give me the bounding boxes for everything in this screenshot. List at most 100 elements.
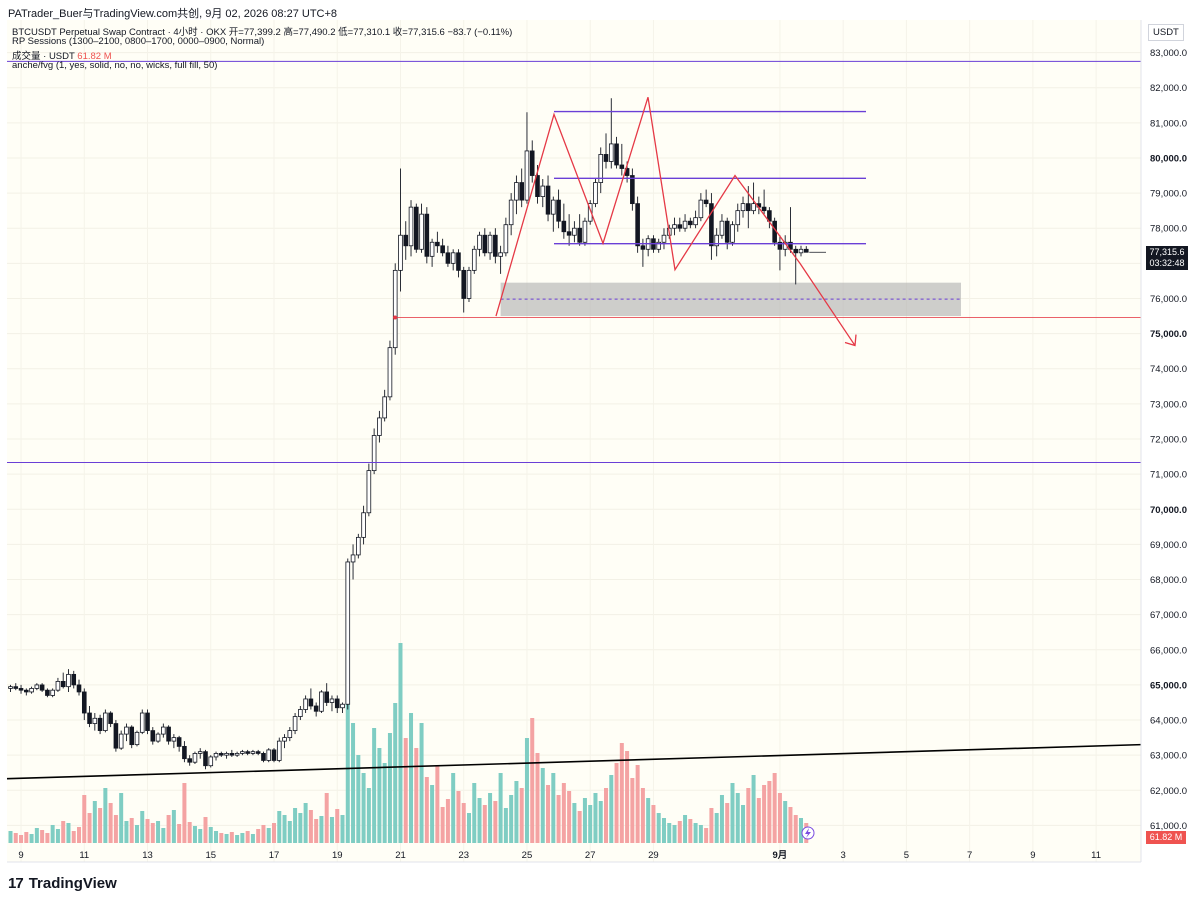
volume-bar	[604, 788, 609, 843]
candle-body	[798, 248, 804, 254]
candle-body	[587, 203, 593, 222]
candle-body	[714, 234, 719, 247]
header-bar: PATrader_Buer与TradingView.com共创, 9月 02, …	[0, 0, 1200, 20]
volume-bar	[171, 810, 176, 843]
candle-body	[366, 470, 372, 514]
candle	[134, 730, 140, 747]
volume-bar	[414, 748, 419, 843]
volume-bar	[456, 791, 461, 843]
time-tick-label: 5	[904, 850, 909, 861]
price-tick-label: 61,000.0	[1150, 821, 1187, 832]
candle	[108, 711, 113, 728]
fvg-zone	[500, 282, 961, 317]
candle-body	[413, 206, 419, 250]
candle-body	[540, 185, 546, 197]
candle-body	[777, 241, 783, 250]
candle-body	[429, 241, 435, 257]
volume-bar	[598, 801, 603, 843]
currency-label[interactable]: USDT	[1148, 24, 1184, 41]
candle	[50, 688, 55, 698]
candle	[87, 705, 92, 728]
volume-bar	[488, 793, 493, 843]
volume-bar	[588, 805, 593, 843]
volume-bar	[677, 821, 682, 843]
candle	[276, 737, 282, 763]
volume-bar	[219, 833, 224, 843]
time-tick-label: 11	[79, 850, 89, 861]
candle	[482, 228, 488, 257]
candle-body	[566, 231, 572, 236]
volume-bar	[646, 798, 651, 843]
header-title: PATrader_Buer与TradingView.com共创, 9月 02, …	[8, 8, 338, 20]
candle	[398, 168, 403, 292]
candle	[635, 196, 640, 253]
candle	[266, 748, 272, 763]
candle-body	[219, 753, 224, 756]
volume-bar	[161, 828, 166, 843]
volume-bar	[235, 835, 240, 843]
volume-bar	[98, 808, 103, 843]
candle	[261, 751, 266, 763]
candle-body	[97, 717, 103, 731]
candle	[740, 196, 746, 218]
legend-sessions[interactable]: RP Sessions (1300–2100, 0800–1700, 0000–…	[12, 36, 265, 47]
price-tick-label: 73,000.0	[1150, 399, 1187, 410]
volume-bar	[77, 827, 82, 843]
tradingview-logo[interactable]: 17 TradingView	[8, 875, 117, 892]
volume-bar	[640, 788, 645, 843]
volume-bar	[245, 831, 250, 843]
candle-body	[630, 175, 635, 205]
volume-bar	[34, 828, 39, 843]
volume-bar	[319, 816, 324, 843]
candle-body	[298, 709, 303, 717]
candle	[271, 748, 277, 763]
price-axis[interactable]: 61,000.0 62,000.0 63,000.0 64,000.0 65,000.0…	[1140, 20, 1200, 865]
time-tick-label: 29	[648, 850, 659, 861]
candle	[92, 713, 98, 731]
candle-body	[287, 730, 293, 739]
legend-symbol[interactable]: BTCUSDT Perpetual Swap Contract · 4小时 · …	[12, 27, 513, 38]
candle	[598, 147, 604, 194]
candle	[303, 695, 308, 714]
candle	[103, 709, 108, 733]
volume-bar	[451, 773, 456, 843]
candle	[719, 214, 725, 239]
candle-body	[340, 703, 345, 709]
volume-bar	[430, 785, 435, 843]
candle-body	[271, 749, 277, 761]
candle	[18, 684, 24, 694]
volume-bar	[145, 819, 150, 843]
candle	[150, 727, 156, 745]
volume-bar	[535, 753, 540, 843]
candle-body	[582, 220, 588, 243]
volume-bar	[8, 831, 13, 843]
candle-body	[751, 203, 756, 212]
candle-body	[245, 751, 250, 754]
candle	[582, 217, 588, 246]
volume-bar	[324, 793, 329, 843]
candle-body	[545, 185, 551, 215]
candle-body	[709, 203, 714, 247]
legend-fvg[interactable]: anche/fvg (1, yes, solid, no, no, wicks,…	[12, 60, 218, 71]
candle	[39, 683, 45, 692]
candle-body	[661, 234, 667, 243]
volume-bar	[366, 788, 371, 843]
candle	[487, 231, 493, 260]
volume-bar	[393, 703, 398, 843]
candle	[345, 558, 351, 710]
candle	[176, 735, 182, 752]
time-axis[interactable]: 9 11 13 15 17 19 21 23 25 27 29 9月 3 5 7 9 11	[0, 850, 1200, 872]
candle	[661, 228, 667, 250]
legend-volume[interactable]: 成交量 · USDT 61.82 M	[12, 48, 112, 62]
candle-body	[255, 751, 261, 754]
price-tick-label: 64,000.0	[1150, 716, 1187, 727]
candle	[55, 677, 61, 692]
volume-bar	[704, 828, 709, 843]
volume-bar	[277, 811, 282, 843]
volume-bar	[66, 823, 71, 843]
volume-bar	[198, 829, 203, 843]
candle	[693, 210, 698, 229]
candle	[340, 702, 345, 714]
